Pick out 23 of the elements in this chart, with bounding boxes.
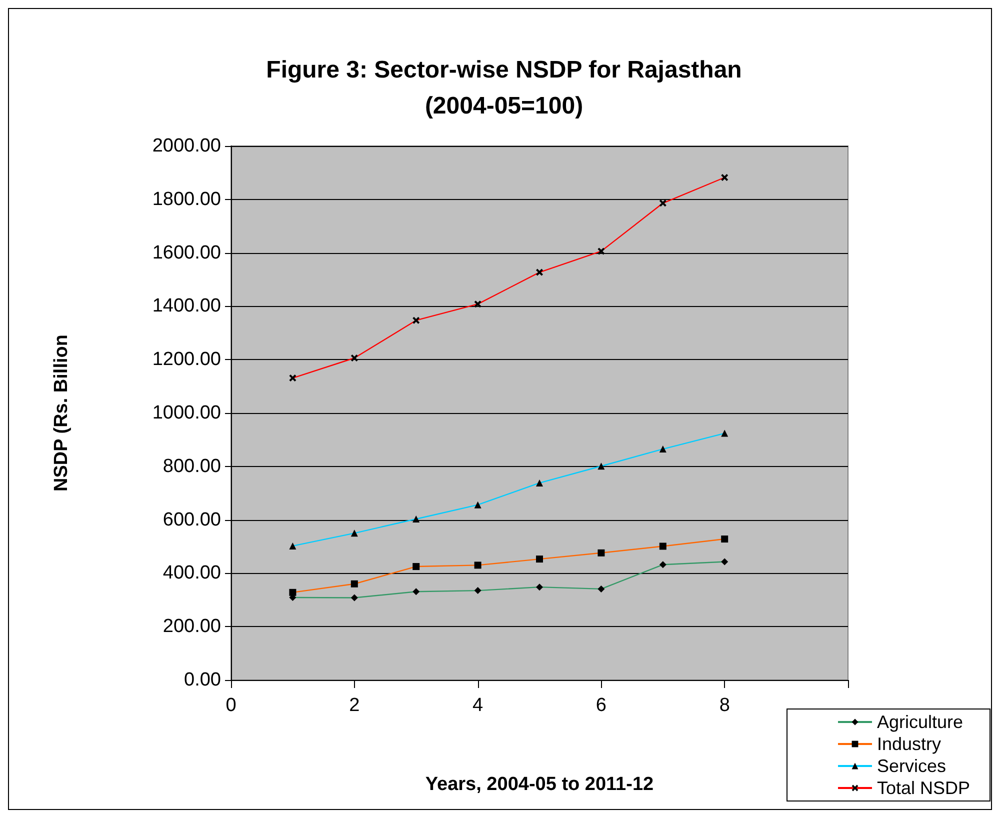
- chart-title: Figure 3: Sector-wise NSDP for Rajasthan (2004-05=100): [266, 56, 742, 120]
- y-tick-label: 400.00: [162, 562, 221, 584]
- legend-label: Industry: [877, 734, 942, 754]
- y-tick-label: 1800.00: [152, 188, 221, 210]
- x-axis-title: Years, 2004-05 to 2011-12: [425, 774, 654, 795]
- y-tick-label: 200.00: [162, 616, 221, 638]
- y-tick-label: 1400.00: [152, 296, 221, 317]
- y-tick-label: 1600.00: [152, 242, 221, 264]
- y-tick-label: 2000.00: [152, 136, 221, 156]
- x-tick-label: 0: [226, 695, 236, 716]
- x-tick-label: 2: [349, 695, 360, 716]
- y-tick-label: 1000.00: [152, 402, 221, 424]
- legend-label: Agriculture: [877, 712, 964, 732]
- x-tick-label: 6: [596, 695, 606, 716]
- y-tick-label: 0.00: [184, 670, 221, 690]
- y-axis-title: NSDP (Rs. Billion: [51, 334, 72, 492]
- x-tick-label: 8: [719, 695, 730, 716]
- y-tick-label: 600.00: [162, 509, 221, 530]
- legend-label: Services: [877, 756, 946, 776]
- x-tick-label: 4: [472, 695, 484, 716]
- y-tick-label: 1200.00: [152, 349, 221, 370]
- legend-label: Total NSDP: [877, 778, 970, 798]
- y-tick-label: 800.00: [162, 456, 221, 477]
